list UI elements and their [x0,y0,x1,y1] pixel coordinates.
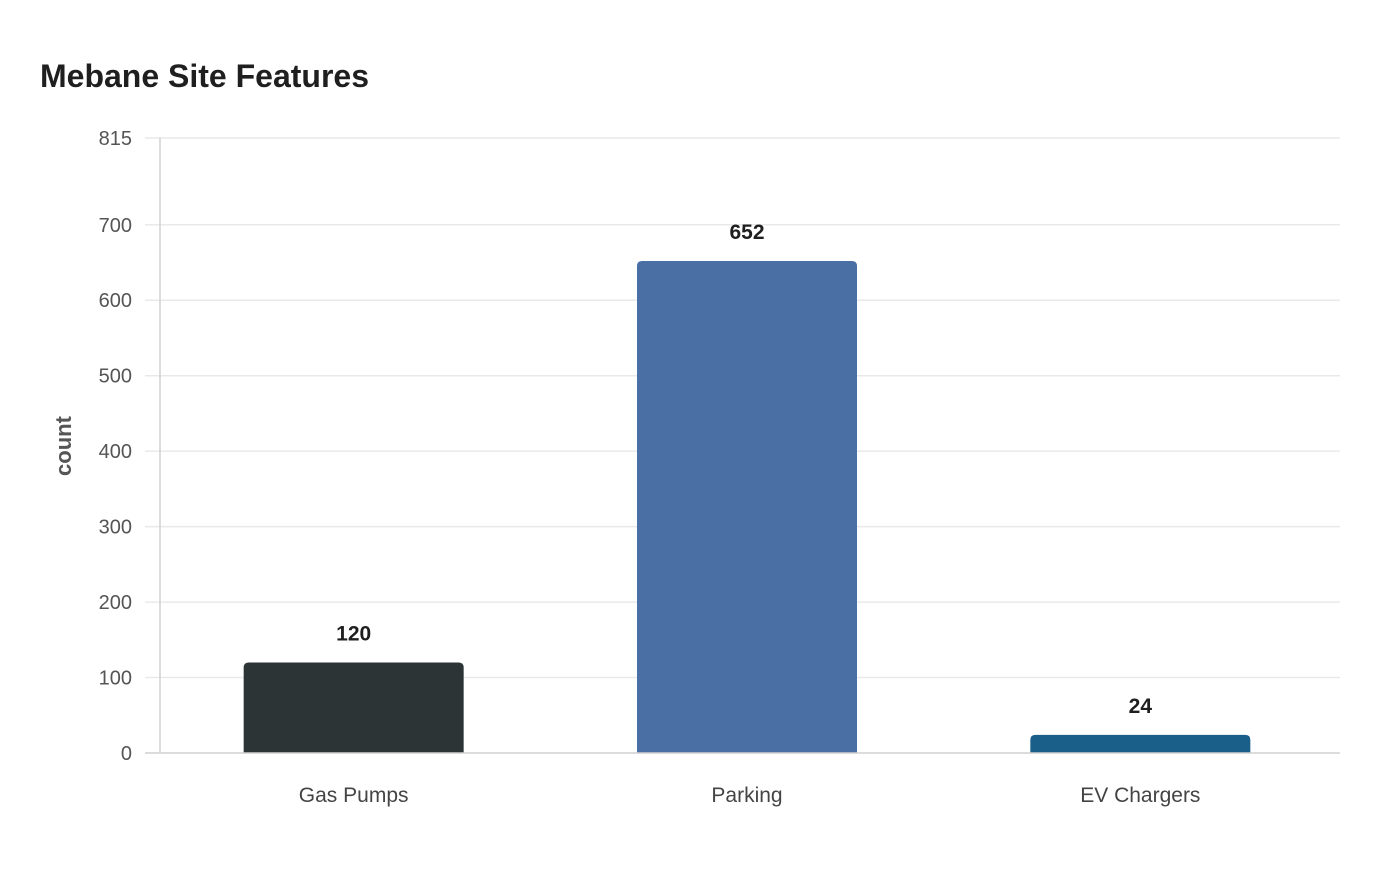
bar-ev-chargers [1030,734,1251,753]
y-tick-label: 400 [99,441,132,463]
y-tick-label: 100 [99,668,132,690]
data-label: 120 [336,622,371,645]
y-tick-label: 0 [121,743,132,765]
y-tick-label: 500 [99,366,132,388]
y-tick-label: 815 [99,128,132,150]
y-axis-title: count [51,415,76,476]
chart-title: Mebane Site Features [40,58,369,94]
x-category-label: Parking [711,784,782,807]
bar-parking [637,261,857,753]
y-tick-label: 200 [99,592,132,614]
data-label: 652 [729,221,764,244]
bars [243,261,1251,753]
y-axis-ticks: 0 100 200 300 400 500 600 700 815 [99,128,132,765]
data-label: 24 [1129,695,1153,718]
bar-gas-pumps [243,662,464,753]
y-tick-label: 600 [99,290,132,312]
x-axis-categories: Gas Pumps Parking EV Chargers [299,784,1201,807]
data-labels: 120 652 24 [336,221,1152,718]
y-tick-label: 300 [99,517,132,539]
y-tick-label: 700 [99,215,132,237]
x-category-label: Gas Pumps [299,784,409,807]
x-category-label: EV Chargers [1080,784,1200,807]
